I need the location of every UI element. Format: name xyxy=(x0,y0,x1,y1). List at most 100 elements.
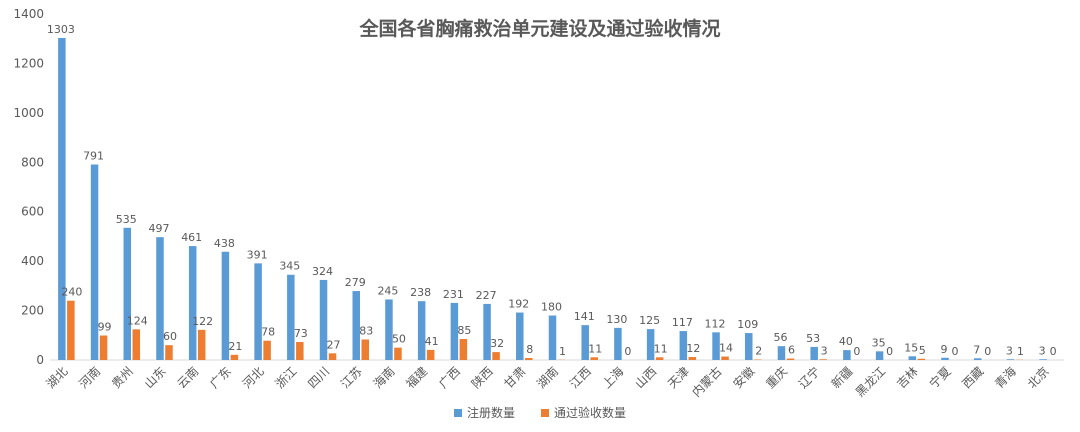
x-category-label: 辽宁 xyxy=(795,364,823,392)
data-label-passed: 240 xyxy=(61,286,82,299)
data-label-passed: 85 xyxy=(457,324,471,337)
bar-registered xyxy=(319,279,328,360)
data-label-passed: 12 xyxy=(686,342,700,355)
bar-registered xyxy=(90,164,99,360)
legend-label-passed: 通过验收数量 xyxy=(554,406,627,420)
bar-registered xyxy=(417,301,426,360)
data-label-registered: 1303 xyxy=(47,23,75,36)
bar-registered xyxy=(646,329,655,360)
y-tick-label: 0 xyxy=(36,353,44,367)
x-category-label: 浙江 xyxy=(273,364,300,391)
bar-passed xyxy=(917,358,926,360)
bar-passed xyxy=(197,329,206,360)
bar-registered xyxy=(614,327,622,360)
x-category-label: 河北 xyxy=(240,364,267,391)
data-label-registered: 231 xyxy=(443,288,464,301)
bar-passed xyxy=(296,341,304,360)
data-label-registered: 35 xyxy=(872,336,886,349)
bar-registered xyxy=(483,303,491,360)
x-category-label: 湖北 xyxy=(43,364,71,392)
bar-registered xyxy=(908,356,917,360)
bar-passed xyxy=(786,358,795,360)
data-label-passed: 0 xyxy=(952,345,959,358)
data-label-passed: 99 xyxy=(98,321,112,334)
data-label-passed: 11 xyxy=(654,342,668,355)
data-label-registered: 56 xyxy=(773,331,787,344)
bar-registered xyxy=(745,333,753,360)
data-label-registered: 345 xyxy=(279,260,300,273)
data-label-passed: 50 xyxy=(392,333,406,346)
data-label-passed: 0 xyxy=(984,345,991,358)
data-label-registered: 279 xyxy=(345,276,366,289)
bar-passed xyxy=(492,352,500,360)
bar-registered xyxy=(548,315,557,360)
data-label-registered: 3 xyxy=(1006,344,1013,357)
data-label-registered: 9 xyxy=(941,343,948,356)
x-category-label: 福建 xyxy=(403,364,431,392)
data-label-registered: 497 xyxy=(148,222,169,235)
bar-registered xyxy=(1006,359,1015,360)
bar-registered xyxy=(875,351,884,360)
x-category-label: 四川 xyxy=(305,364,332,391)
data-label-passed: 27 xyxy=(327,338,341,351)
bar-registered xyxy=(679,331,688,360)
data-label-registered: 109 xyxy=(737,318,758,331)
bar-registered xyxy=(188,246,197,360)
y-tick-label: 1400 xyxy=(13,7,44,21)
bar-passed xyxy=(132,329,141,360)
data-label-registered: 40 xyxy=(839,335,853,348)
data-label-passed: 3 xyxy=(821,344,828,357)
bar-passed xyxy=(590,357,598,360)
data-label-registered: 112 xyxy=(705,317,726,330)
legend-label-registered: 注册数量 xyxy=(466,406,515,420)
bar-passed xyxy=(721,356,729,360)
x-category-label: 吉林 xyxy=(894,364,921,391)
x-category-label: 山东 xyxy=(142,364,169,391)
bar-passed xyxy=(525,358,533,360)
x-category-label: 云南 xyxy=(174,364,202,392)
bar-registered xyxy=(712,332,720,360)
bar-registered xyxy=(156,237,164,360)
data-label-passed: 21 xyxy=(228,340,242,353)
data-label-registered: 117 xyxy=(672,316,693,329)
data-label-passed: 122 xyxy=(192,315,213,328)
y-tick-label: 600 xyxy=(21,205,44,219)
x-category-label: 青海 xyxy=(991,364,1019,392)
legend-swatch-passed xyxy=(541,408,549,417)
data-label-passed: 2 xyxy=(755,345,762,358)
bar-registered xyxy=(450,302,459,360)
x-category-label: 黑龙江 xyxy=(853,364,888,399)
data-label-passed: 0 xyxy=(853,345,860,358)
y-tick-label: 200 xyxy=(21,304,44,318)
data-label-registered: 130 xyxy=(606,313,627,326)
bar-registered xyxy=(941,357,949,360)
y-tick-label: 1000 xyxy=(13,106,44,120)
data-label-passed: 83 xyxy=(359,324,373,337)
data-label-passed: 1 xyxy=(1017,345,1024,358)
x-category-label: 内蒙古 xyxy=(689,364,725,400)
data-label-passed: 73 xyxy=(294,327,308,340)
legend-item-registered: 注册数量 xyxy=(453,404,515,421)
bar-registered xyxy=(254,263,262,360)
bar-registered xyxy=(843,350,851,360)
data-label-registered: 192 xyxy=(508,298,529,311)
bar-passed xyxy=(394,347,402,360)
data-label-passed: 78 xyxy=(261,326,275,339)
legend-item-passed: 通过验收数量 xyxy=(541,404,626,421)
y-tick-label: 400 xyxy=(21,254,44,268)
x-category-label: 北京 xyxy=(1025,364,1052,391)
bar-passed xyxy=(230,354,239,360)
data-label-passed: 60 xyxy=(163,330,177,343)
data-label-passed: 124 xyxy=(127,314,148,327)
data-label-passed: 8 xyxy=(526,343,533,356)
data-label-registered: 391 xyxy=(247,248,268,261)
x-category-label: 海南 xyxy=(370,364,398,392)
x-category-label: 江苏 xyxy=(338,364,365,391)
x-category-label: 新疆 xyxy=(828,364,856,392)
y-tick-label: 800 xyxy=(21,155,44,169)
data-label-registered: 238 xyxy=(410,286,431,299)
data-label-registered: 7 xyxy=(973,343,980,356)
x-category-label: 广东 xyxy=(207,364,234,391)
bar-passed xyxy=(99,335,108,360)
